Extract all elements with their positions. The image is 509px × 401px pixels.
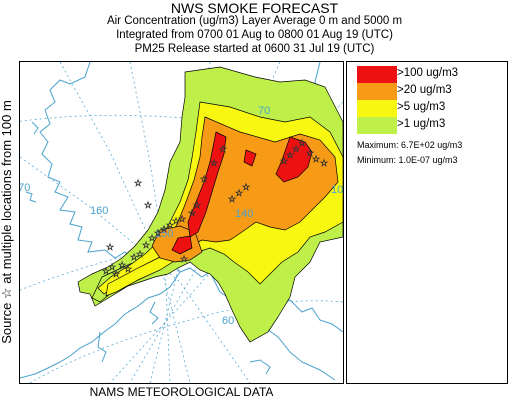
source-star-icon: ☆ bbox=[178, 215, 186, 225]
source-star-icon: ☆ bbox=[154, 229, 162, 239]
source-star-icon: ☆ bbox=[210, 159, 218, 169]
met-data-label: NAMS METEOROLOGICAL DATA bbox=[89, 385, 274, 399]
lon-label-170: 170 bbox=[20, 182, 30, 194]
source-star-icon: ☆ bbox=[106, 243, 114, 253]
source-star-icon: ☆ bbox=[160, 225, 168, 235]
smoke-map: 170 160 150 140 100 70 60 ☆ ☆ ☆ ☆ ☆ ☆ ☆ … bbox=[19, 61, 344, 384]
legend-label: >20 ug/m3 bbox=[397, 84, 452, 96]
source-star-icon: ☆ bbox=[130, 253, 138, 263]
lat-label-60: 60 bbox=[222, 315, 234, 327]
legend-label: >100 ug/m3 bbox=[397, 67, 459, 79]
legend-item-1: >1 ug/m3 bbox=[357, 117, 502, 134]
source-star-icon: ☆ bbox=[180, 255, 188, 265]
source-label: Source ☆ at multiple locations from 100 … bbox=[0, 100, 14, 344]
subtitle-concentration: Air Concentration (ug/m3) Layer Average … bbox=[106, 15, 403, 27]
subtitle-release-time: PM25 Release started at 0600 31 Jul 19 (… bbox=[134, 43, 375, 55]
source-star-icon: ☆ bbox=[235, 189, 243, 199]
lon-label-140: 140 bbox=[235, 208, 253, 220]
source-star-icon: ☆ bbox=[166, 221, 174, 231]
source-star-icon: ☆ bbox=[312, 155, 320, 165]
source-star-icon: ☆ bbox=[136, 250, 144, 260]
subtitle-integration-time: Integrated from 0700 01 Aug to 0800 01 A… bbox=[116, 29, 393, 41]
legend-item-5: >5 ug/m3 bbox=[357, 100, 502, 117]
source-star-icon: ☆ bbox=[108, 263, 116, 273]
source-star-icon: ☆ bbox=[242, 183, 250, 193]
source-star-icon: ☆ bbox=[193, 201, 201, 211]
source-star-icon: ☆ bbox=[228, 195, 236, 205]
fire-sources: ☆ ☆ ☆ ☆ ☆ ☆ ☆ ☆ ☆ ☆ ☆ ☆ ☆ ☆ ☆ ☆ ☆ ☆ ☆ ☆ … bbox=[102, 139, 329, 281]
legend-item-20: >20 ug/m3 bbox=[357, 83, 502, 100]
legend-swatch-yellow bbox=[357, 100, 397, 117]
legend-item-100: >100 ug/m3 bbox=[357, 66, 502, 83]
source-star-icon: ☆ bbox=[172, 217, 180, 227]
source-star-icon: ☆ bbox=[200, 175, 208, 185]
source-star-icon: ☆ bbox=[219, 145, 227, 155]
legend-swatch-orange bbox=[357, 83, 397, 100]
maximum-value: Maximum: 6.7E+02 ug/m3 bbox=[357, 140, 463, 150]
lon-label-160: 160 bbox=[90, 205, 108, 217]
lat-label-70: 70 bbox=[258, 105, 270, 117]
map-title: NWS SMOKE FORECAST bbox=[170, 0, 339, 16]
source-star-icon: ☆ bbox=[142, 241, 150, 251]
source-star-icon: ☆ bbox=[102, 267, 110, 277]
lon-label-150: 150 bbox=[155, 228, 173, 240]
legend: >100 ug/m3 >20 ug/m3 >5 ug/m3 >1 ug/m3 M… bbox=[346, 61, 508, 384]
legend-label: >5 ug/m3 bbox=[397, 101, 446, 113]
source-star-icon: ☆ bbox=[144, 201, 152, 211]
lon-label-100: 100 bbox=[331, 184, 343, 196]
source-star-icon: ☆ bbox=[134, 179, 142, 189]
source-star-icon: ☆ bbox=[298, 139, 306, 149]
legend-swatch-red bbox=[357, 66, 397, 83]
source-star-icon: ☆ bbox=[112, 270, 120, 280]
minimum-value: Minimum: 1.0E-07 ug/m3 bbox=[357, 155, 458, 165]
source-star-icon: ☆ bbox=[306, 149, 314, 159]
source-star-icon: ☆ bbox=[118, 261, 126, 271]
legend-label: >1 ug/m3 bbox=[397, 118, 446, 130]
source-star-icon: ☆ bbox=[286, 151, 294, 161]
source-star-icon: ☆ bbox=[188, 209, 196, 219]
source-star-icon: ☆ bbox=[148, 234, 156, 244]
source-star-icon: ☆ bbox=[320, 159, 328, 169]
smoke-plume bbox=[77, 66, 343, 343]
map-canvas: 170 160 150 140 100 70 60 ☆ ☆ ☆ ☆ ☆ ☆ ☆ … bbox=[20, 62, 343, 383]
source-star-icon: ☆ bbox=[280, 157, 288, 167]
source-star-icon: ☆ bbox=[292, 145, 300, 155]
source-star-icon: ☆ bbox=[124, 265, 132, 275]
legend-swatch-green bbox=[357, 117, 397, 134]
